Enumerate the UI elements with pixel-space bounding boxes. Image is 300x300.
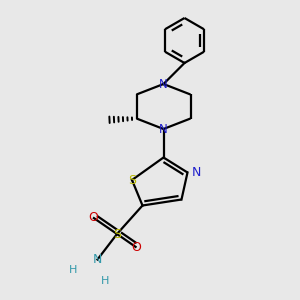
Text: H: H <box>69 265 78 275</box>
Text: S: S <box>128 173 136 187</box>
Text: O: O <box>88 211 98 224</box>
Text: O: O <box>132 241 141 254</box>
Text: H: H <box>101 275 109 286</box>
Text: N: N <box>159 77 168 91</box>
Text: N: N <box>159 122 168 136</box>
Text: N: N <box>93 253 102 266</box>
Text: S: S <box>113 227 121 241</box>
Text: N: N <box>192 166 201 179</box>
